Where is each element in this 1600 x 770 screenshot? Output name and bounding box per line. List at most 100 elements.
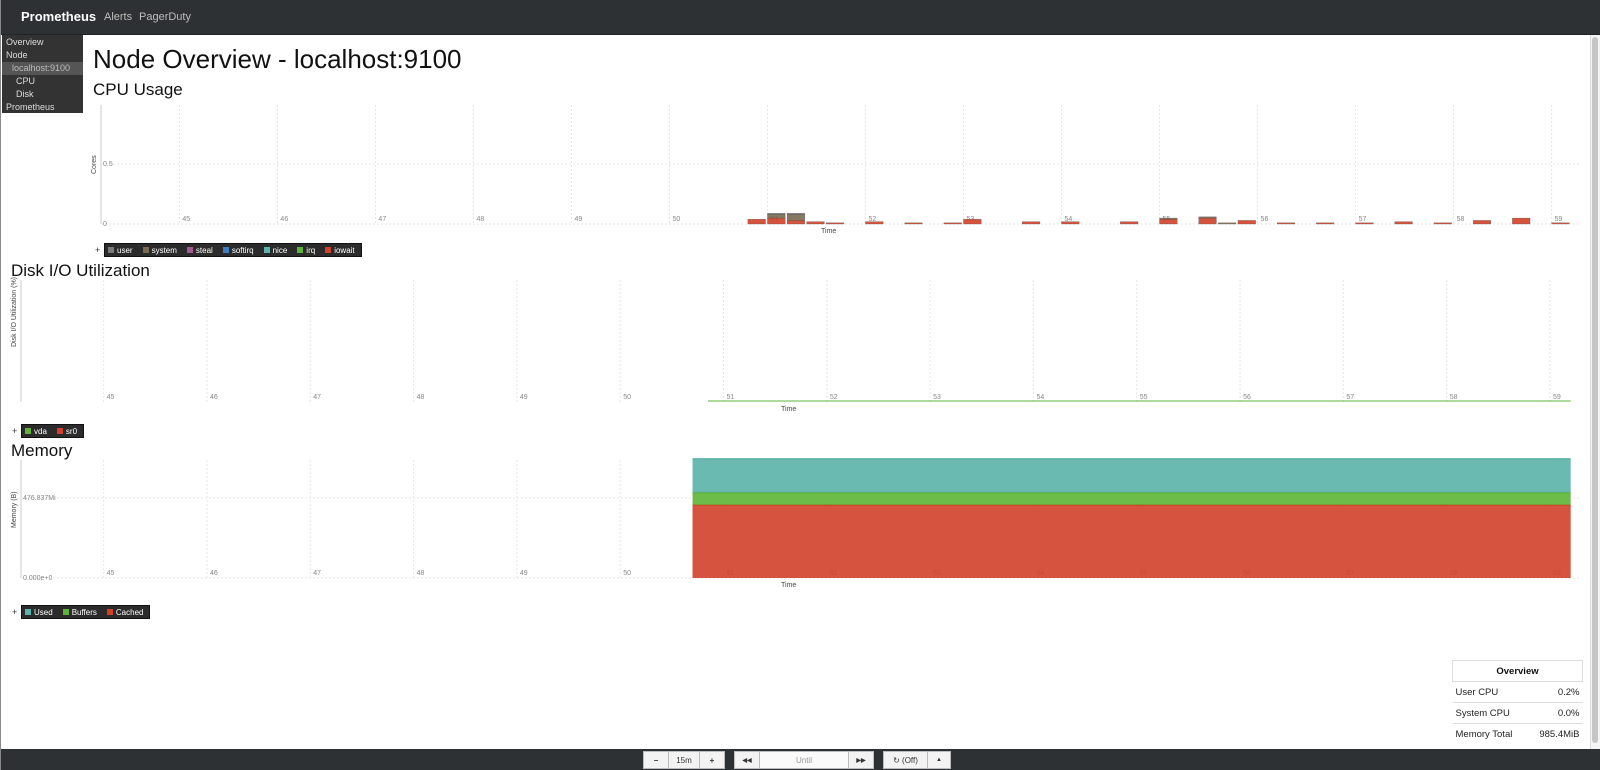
bar-iowait (1061, 221, 1080, 225)
cpu-usage-chart[interactable]: 45464748495051525354555657585900.5TimeCo… (1, 100, 1600, 240)
disk-io-chart[interactable]: 45 46 47 48 49 50 51 52 53 54 55 56 57 58 59 Time Disk I… (1, 277, 1591, 420)
legend-item-user[interactable]: user (108, 246, 133, 255)
disk-legend-expand-button[interactable]: + (12, 426, 18, 436)
bar-iowait (1277, 222, 1295, 225)
x-tick-label: 53 (933, 394, 941, 401)
bar-user (767, 213, 786, 215)
disk-legend: vda sr0 (21, 424, 85, 438)
brand-link[interactable]: Prometheus (21, 9, 97, 24)
nav-link-pagerduty[interactable]: PagerDuty (139, 11, 191, 23)
overview-value: 0.2% (1527, 681, 1583, 703)
overview-label: System CPU (1452, 702, 1528, 724)
sidebar-item-localhost[interactable]: localhost:9100 (2, 62, 83, 75)
range-input[interactable]: 15m (668, 751, 700, 769)
x-tick-label: 56 (1243, 394, 1251, 401)
y-tick-label: 476.837Mi (23, 495, 56, 502)
swatch-softirq (222, 247, 229, 253)
y-tick-label: 0.5 (103, 161, 113, 168)
x-tick-label: 50 (672, 216, 680, 223)
bar-iowait (1433, 222, 1452, 225)
x-tick-label: 58 (1450, 394, 1458, 401)
memory-legend-expand-button[interactable]: + (12, 607, 18, 617)
x-tick-label: 47 (378, 216, 386, 223)
sidebar-item-node[interactable]: Node (6, 50, 28, 60)
bar-iowait (786, 220, 805, 225)
legend-item-nice[interactable]: nice (263, 246, 287, 255)
bar-iowait (747, 219, 766, 225)
bar-iowait (943, 222, 962, 225)
top-navbar: Prometheus Alerts PagerDuty (1, 0, 1600, 35)
bar-iowait (1198, 217, 1217, 225)
x-tick-label: 52 (830, 394, 838, 401)
swatch-sr0 (56, 428, 63, 434)
legend-item-sr0[interactable]: sr0 (56, 427, 77, 436)
x-tick-label: 52 (869, 216, 877, 223)
legend-item-softirq[interactable]: softirq (222, 246, 254, 255)
area-buffers (692, 492, 1571, 505)
page-title: Node Overview - localhost:9100 (93, 44, 462, 74)
vertical-scrollbar-thumb[interactable] (1592, 37, 1598, 743)
legend-item-iowait[interactable]: iowait (325, 246, 355, 255)
swatch-buffers (62, 609, 69, 615)
x-tick-label: 50 (623, 394, 631, 401)
x-tick-label: 48 (417, 570, 425, 577)
legend-item-buffers[interactable]: Buffers (62, 608, 97, 617)
memory-chart[interactable]: 4546474849505152535455565758590.000e+047… (1, 458, 1591, 600)
time-forward-button[interactable]: ▶▶ (848, 751, 874, 769)
table-row: Memory Total 985.4MiB (1452, 723, 1583, 745)
bar-iowait (1512, 217, 1531, 225)
overview-value: 0.0% (1527, 702, 1583, 724)
cpu-legend: user system steal softirq nice irq iowai… (104, 243, 362, 257)
until-input[interactable]: Until (759, 751, 849, 769)
bar-iowait (826, 222, 845, 225)
bar-iowait (1159, 219, 1178, 225)
x-tick-label: 46 (210, 570, 218, 577)
range-increase-button[interactable]: + (699, 751, 725, 769)
x-axis-title: Time (821, 228, 836, 235)
bar-iowait (1473, 220, 1491, 225)
x-tick-label: 48 (476, 216, 484, 223)
swatch-cached (106, 609, 113, 615)
area-used (692, 458, 1571, 493)
refresh-dropdown-caret[interactable]: ▲ (927, 751, 951, 769)
bar-iowait (1237, 220, 1256, 225)
bar-user (786, 213, 805, 215)
table-row: User CPU 0.2% (1452, 681, 1583, 703)
memory-section-title: Memory (11, 441, 73, 460)
bar-system (1198, 216, 1217, 219)
x-tick-label: 56 (1261, 216, 1269, 223)
time-back-button[interactable]: ◀◀ (734, 751, 760, 769)
nav-link-alerts[interactable]: Alerts (104, 11, 133, 23)
x-tick-label: 59 (1555, 216, 1563, 223)
x-tick-label: 47 (313, 570, 321, 577)
x-tick-label: 49 (574, 216, 582, 223)
x-tick-label: 57 (1346, 394, 1354, 401)
x-tick-label: 57 (1359, 216, 1367, 223)
range-decrease-button[interactable]: − (643, 751, 669, 769)
x-tick-label: 54 (1036, 394, 1044, 401)
x-tick-label: 50 (623, 570, 631, 577)
x-tick-label: 46 (210, 394, 218, 401)
legend-item-used[interactable]: Used (25, 608, 53, 617)
sidebar: Overview Node localhost:9100 CPU Disk Pr… (2, 35, 83, 113)
overview-table: Overview User CPU 0.2% System CPU 0.0% M… (1452, 660, 1583, 745)
cpu-legend-expand-button[interactable]: + (95, 245, 101, 255)
swatch-user (108, 247, 114, 253)
refresh-interval-button[interactable]: ↻ (Off) (883, 751, 928, 769)
sidebar-item-prometheus[interactable]: Prometheus (6, 102, 55, 112)
bar-system (1159, 217, 1178, 220)
bar-iowait (1120, 221, 1139, 225)
sidebar-item-disk[interactable]: Disk (16, 89, 34, 99)
x-tick-label: 45 (107, 570, 115, 577)
sidebar-item-cpu[interactable]: CPU (16, 76, 36, 86)
legend-item-steal[interactable]: steal (186, 246, 213, 255)
legend-item-cached[interactable]: Cached (106, 608, 143, 617)
bar-iowait (806, 221, 825, 225)
legend-item-irq[interactable]: irq (297, 246, 315, 255)
cpu-section-title: CPU Usage (93, 80, 183, 99)
bar-system (786, 214, 805, 221)
legend-item-system[interactable]: system (142, 246, 177, 255)
legend-item-vda[interactable]: vda (25, 427, 47, 436)
sidebar-item-overview[interactable]: Overview (6, 37, 44, 47)
